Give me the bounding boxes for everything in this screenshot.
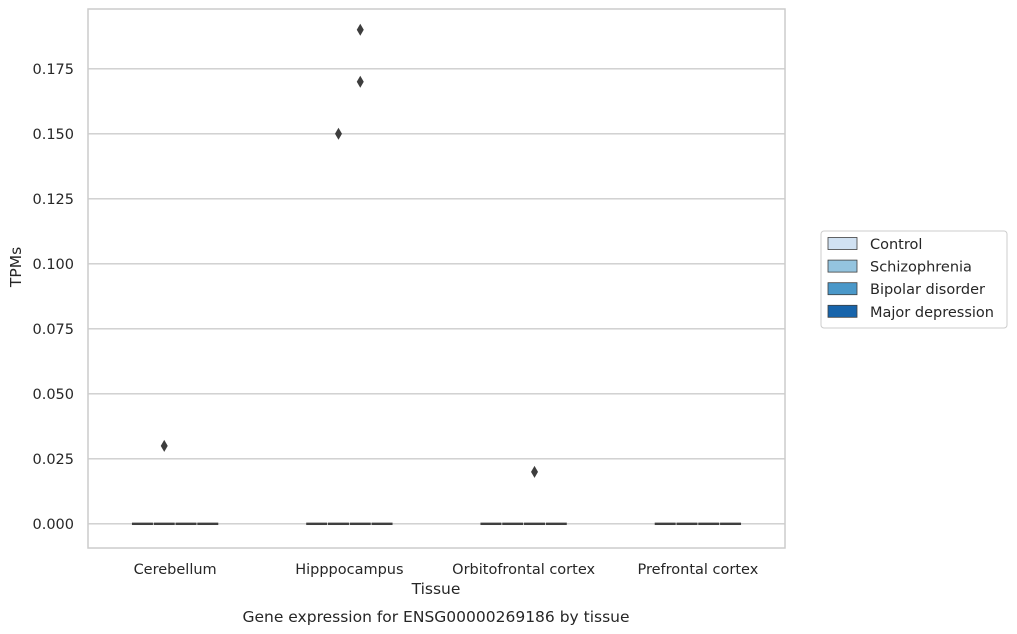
y-tick-label: 0.075 (32, 322, 74, 338)
chart-caption: Gene expression for ENSG00000269186 by t… (242, 608, 629, 626)
box-mark (524, 522, 546, 526)
x-tick-label: Hipppocampus (295, 562, 403, 578)
y-tick-label: 0.050 (32, 387, 74, 403)
box-mark (371, 522, 393, 526)
x-tick-label: Cerebellum (134, 562, 217, 578)
legend: Control Schizophrenia Bipolar disorder Majo… (820, 230, 1008, 329)
box-mark (720, 522, 742, 526)
box-mark (131, 522, 153, 526)
box-mark (349, 522, 371, 526)
x-axis-label: Tissue (411, 580, 461, 598)
legend-label: Schizophrenia (870, 260, 972, 276)
y-tick-label: 0.100 (32, 257, 74, 273)
box-mark (197, 522, 219, 526)
y-tick-labels: 0.000 0.025 0.050 0.075 0.100 0.125 0.150 0.175 (32, 62, 74, 533)
box-mark (502, 522, 524, 526)
x-tick-label: Orbitofrontal cortex (452, 562, 595, 578)
legend-swatch (827, 304, 858, 318)
y-tick-label: 0.125 (32, 192, 74, 208)
outlier-point (160, 439, 168, 452)
box-mark (327, 522, 349, 526)
box-mark (698, 522, 720, 526)
box-mark (175, 522, 197, 526)
plot-area (87, 8, 786, 549)
box-mark (676, 522, 698, 526)
legend-swatch (827, 259, 858, 273)
legend-swatch (827, 282, 858, 296)
y-tick-label: 0.000 (32, 517, 74, 533)
grid-lines (88, 68, 785, 525)
box-mark (545, 522, 567, 526)
y-tick-label: 0.150 (32, 127, 74, 143)
outlier-point (334, 127, 342, 140)
x-tick-label: Prefrontal cortex (637, 562, 758, 578)
box-mark (306, 522, 328, 526)
legend-label: Bipolar disorder (870, 282, 985, 298)
y-axis-label: TPMs (7, 247, 25, 288)
outlier-point (356, 75, 364, 88)
legend-swatch (827, 237, 858, 250)
outlier-point (531, 465, 539, 478)
y-tick-label: 0.175 (32, 62, 74, 78)
box-mark (480, 522, 502, 526)
outlier-point (356, 23, 364, 36)
x-tick-labels: Cerebellum Hipppocampus Orbitofrontal cort… (134, 562, 759, 578)
legend-label: Major depression (870, 305, 994, 321)
outlier-points (160, 23, 539, 478)
legend-label: Control (870, 237, 922, 253)
y-tick-label: 0.025 (32, 452, 74, 468)
box-mark (153, 522, 175, 526)
box-marks (131, 522, 742, 526)
box-mark (654, 522, 676, 526)
legend-box (820, 230, 1008, 329)
